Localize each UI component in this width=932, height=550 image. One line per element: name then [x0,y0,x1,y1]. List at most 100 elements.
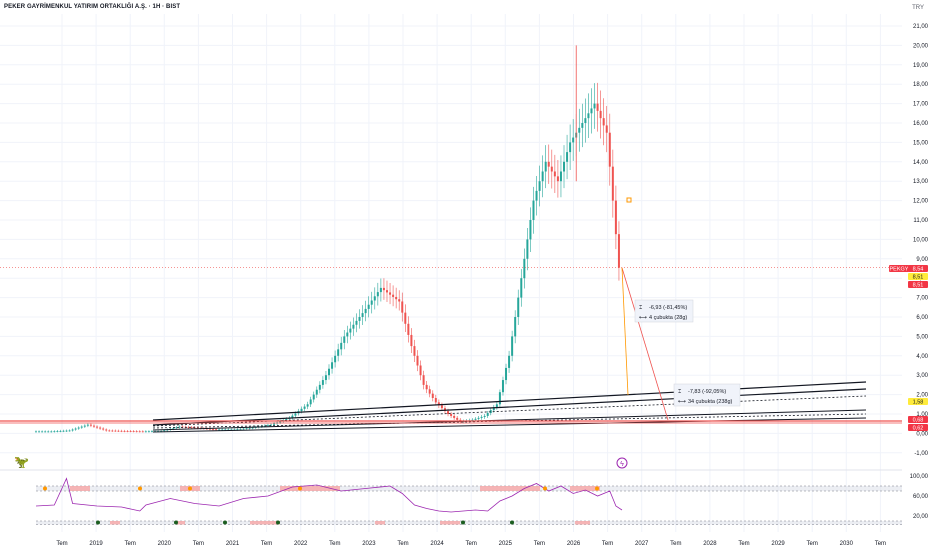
currency-label: TRY [912,5,924,11]
measure-2-icon: ⟷ [678,399,687,405]
candle-body [416,355,419,366]
candle-body [349,328,352,333]
candle-body [587,113,590,119]
rsi-signal-dot [543,486,547,491]
time-tick-label: Tem [329,541,340,547]
candle-body [239,428,242,430]
rsi-line [35,477,623,513]
candle-body [300,408,303,412]
time-tick-label: 2027 [635,541,649,547]
time-tick-label: Tem [738,541,749,547]
price-tick-label: 12,00 [913,199,929,205]
candle-body [584,118,587,123]
measure-1-box [634,299,694,323]
candle-body [175,427,178,429]
candle-body [38,431,41,433]
candle-body [590,108,593,114]
candle-body [361,313,364,317]
price-label-bg [908,273,928,280]
candle-body [569,142,572,153]
candle-body [340,342,343,350]
price-tick-label: 4,00 [916,354,928,360]
candle-body [65,430,68,432]
candle-body [413,346,416,356]
trend-line [152,381,867,421]
trend-line [152,417,867,433]
candle-body [422,375,425,385]
measure-2-change: -7,83 (-92,05%) [688,389,726,395]
rsi-highlight-zone [375,521,385,525]
candle-body [453,415,456,418]
candle-body [80,426,83,428]
candle-body [358,317,361,321]
candle-body [50,431,53,433]
candle-body [480,416,483,418]
candle-body [62,430,65,432]
candle-body [105,429,108,431]
candle-body [367,304,370,309]
candle-body [419,365,422,376]
rsi-signal-dot [174,520,178,525]
rsi-highlight-zone [440,521,460,525]
candle-body [92,425,95,427]
measure-2-icon: ⌶ [678,389,682,395]
price-tick-label: 1,00 [916,412,928,418]
price-tick-label: 19,00 [913,63,929,69]
candle-body [337,349,340,356]
price-tick-label: 10,00 [913,237,929,243]
candle-body [306,404,309,407]
candle-body [331,362,334,369]
candle-body [117,430,120,432]
price-label-last: 8,54 [913,267,924,273]
candle-body [523,258,526,279]
candle-body [407,323,410,335]
candle-body [593,103,596,109]
candle-body [501,380,504,393]
time-tick-label: Tem [670,541,681,547]
candle-body [230,429,233,431]
rsi-highlight-zone [280,486,340,491]
candle-body [410,334,413,347]
candle-body [486,413,489,416]
time-tick-label: Tem [534,541,545,547]
candle-body [498,392,501,405]
price-tick-label: 11,00 [913,218,928,224]
candle-body [346,332,349,337]
candle-body [187,427,190,428]
candle-body [208,428,211,430]
candle-body [608,132,611,167]
candle-body [581,123,584,128]
candle-body [303,406,306,409]
price-label-bg [908,424,928,431]
rsi-tick-label: 60,00 [913,494,929,500]
lightning-event-icon: ϟ [620,461,624,468]
candle-body [474,418,477,420]
candle-body [53,431,56,433]
candle-body [471,419,474,421]
candle-body [578,127,581,133]
candle-body [495,404,498,408]
price-tick-label: 2,00 [916,393,928,399]
candle-body [236,429,239,430]
candle-body [35,431,37,433]
time-tick-label: 2023 [362,541,376,547]
candle-body [77,427,80,429]
candle-body [83,425,86,427]
candle-body [328,368,330,376]
candle-body [150,431,153,433]
candle-body [617,234,620,268]
rsi-signal-dot [96,520,100,525]
candle-body [392,294,395,297]
candle-body [520,278,523,298]
time-tick-label: 2022 [294,541,308,547]
candle-body [483,415,486,417]
candle-body [440,405,443,409]
candle-body [41,431,44,433]
candle-body [566,152,569,162]
lightning-event-icon [616,457,628,469]
candle-body [291,415,294,418]
price-label-bg [908,416,928,423]
candle-body [285,419,288,421]
